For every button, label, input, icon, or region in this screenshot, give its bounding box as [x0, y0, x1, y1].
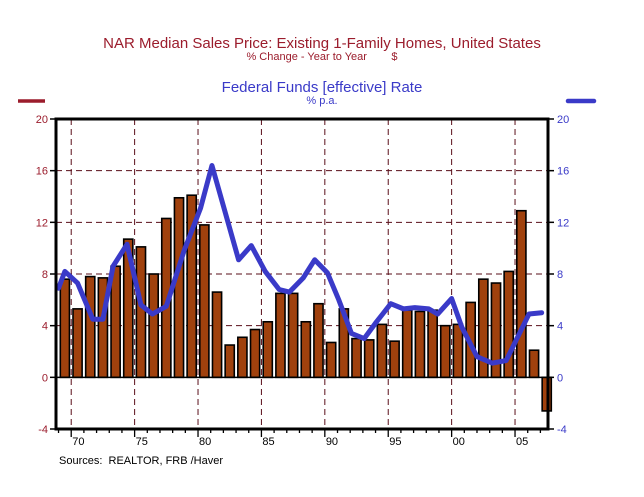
xtick-label: 05: [516, 436, 528, 448]
bar: [528, 349, 540, 379]
bar: [389, 340, 400, 379]
bar: [325, 341, 337, 379]
bar: [401, 309, 413, 379]
bar: [135, 246, 147, 379]
xtick-label: 95: [389, 436, 401, 448]
bar: [363, 339, 375, 379]
bar: [439, 324, 451, 379]
bar: [516, 209, 527, 379]
xtick-label: 75: [136, 436, 148, 448]
bar: [148, 273, 160, 379]
ytick-left-label: 8: [42, 269, 48, 281]
bar: [287, 292, 299, 379]
bar: [351, 337, 362, 379]
chart-subtitle: % Change - Year to Year $: [246, 51, 398, 63]
chart-source: Sources: REALTOR, FRB /Haver: [59, 455, 224, 467]
bar: [262, 320, 274, 379]
ytick-right-label: 0: [557, 372, 563, 384]
bar: [198, 224, 210, 379]
xtick-label: 90: [326, 436, 338, 448]
bar: [59, 278, 71, 379]
bar: [427, 309, 438, 379]
bar: [249, 328, 261, 379]
bar: [211, 291, 223, 379]
xtick-label: 00: [453, 436, 465, 448]
ytick-left-label: 20: [36, 114, 48, 126]
xtick-label: 80: [199, 436, 211, 448]
xtick-label: 70: [72, 436, 84, 448]
chart-subtitle-2: % p.a.: [306, 95, 338, 107]
fed-funds-line: [56, 163, 545, 366]
ytick-left-label: 16: [36, 166, 48, 178]
bar: [376, 323, 388, 379]
bar: [313, 302, 324, 379]
ytick-left-label: 12: [36, 217, 48, 229]
bar: [275, 292, 286, 379]
chart-title: NAR Median Sales Price: Existing 1-Famil…: [103, 35, 541, 52]
bar: [452, 323, 464, 379]
chart-title-2: Federal Funds [effective] Rate: [221, 79, 423, 96]
bar: [173, 196, 185, 379]
bar: [414, 310, 426, 379]
bar: [84, 275, 96, 379]
ytick-right-label: 4: [557, 321, 563, 333]
ytick-left-label: 0: [42, 372, 48, 384]
ytick-left-label: -4: [38, 424, 48, 436]
ytick-right-label: 20: [557, 114, 569, 126]
ytick-right-label: 12: [557, 217, 569, 229]
ytick-right-label: 16: [557, 166, 569, 178]
bar: [72, 308, 83, 379]
bar: [237, 336, 248, 379]
ytick-right-label: 8: [557, 269, 563, 281]
ytick-left-label: 4: [42, 321, 48, 333]
bar: [300, 320, 312, 379]
bar: [224, 344, 236, 379]
ytick-right-label: -4: [557, 424, 567, 436]
xtick-label: 85: [262, 436, 274, 448]
